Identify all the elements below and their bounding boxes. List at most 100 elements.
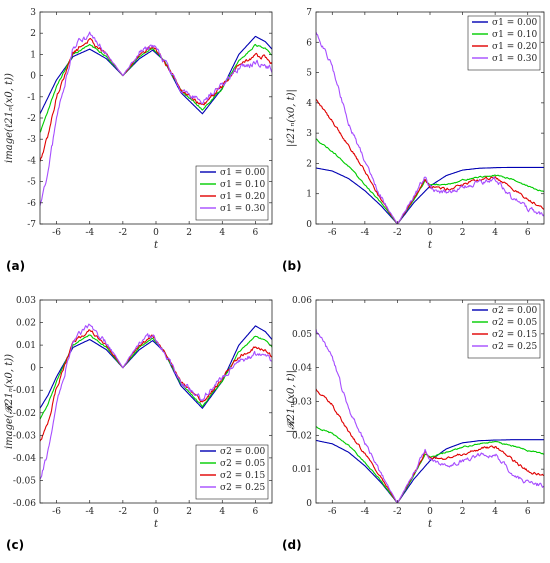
legend-entry: σ1 = 0.10 <box>492 30 537 40</box>
y-tick-label: 1 <box>30 50 36 60</box>
y-tick-label: 0.01 <box>292 465 312 475</box>
y-tick-label: 5 <box>306 69 312 79</box>
series-line-4 <box>40 31 272 206</box>
y-tick-label: 0 <box>30 72 36 82</box>
x-tick-label: -2 <box>393 228 402 238</box>
x-tick-label: 0 <box>153 507 159 517</box>
y-tick-label: 0.05 <box>292 330 312 340</box>
panel-label: (b) <box>282 259 302 273</box>
x-axis-label: t <box>154 519 159 530</box>
y-tick-label: 4 <box>306 99 312 109</box>
panel-a: -6 -4 -2 0 2 4 6 -7 -6 -5 -4 -3 -2 -1 0 1 2 3 t image(ℓ21ₙ(… <box>4 8 273 273</box>
series-line-1 <box>40 35 272 115</box>
legend-entry: σ1 = 0.00 <box>220 168 265 178</box>
legend-entry: σ2 = 0.15 <box>220 471 265 481</box>
panel-label: (d) <box>282 538 302 552</box>
legend-entry: σ2 = 0.15 <box>492 330 537 340</box>
y-tick-label: -0.01 <box>13 386 36 396</box>
y-tick-label: -6 <box>27 199 36 209</box>
legend-entry: σ2 = 0.05 <box>220 459 265 469</box>
x-tick-label: 2 <box>186 507 192 517</box>
y-tick-label: -2 <box>27 114 36 124</box>
y-tick-label: 0.02 <box>16 319 36 329</box>
x-tick-label: -6 <box>52 507 61 517</box>
legend-box <box>467 303 541 359</box>
y-tick-label: -0.05 <box>13 476 36 486</box>
x-tick-label: -2 <box>118 228 127 238</box>
x-tick-label: -4 <box>85 228 94 238</box>
x-tick-label: 4 <box>219 507 225 517</box>
x-axis-label: t <box>428 519 433 530</box>
legend-entry: σ2 = 0.25 <box>220 483 265 493</box>
y-tick-label: 0.03 <box>292 398 312 408</box>
legend-entry: σ2 = 0.25 <box>492 342 537 352</box>
y-tick-label: 3 <box>306 129 312 139</box>
x-tick-label: 0 <box>427 507 433 517</box>
legend: σ2 = 0.00 σ2 = 0.05 σ2 = 0.15 σ2 = 0.25 <box>195 444 269 500</box>
panel-c: -6 -4 -2 0 2 4 6 -0.06 -0.05 -0.04 -0.03 -0.02 -0.01… <box>4 296 273 552</box>
legend-entry: σ1 = 0.30 <box>220 204 265 214</box>
legend-box <box>467 15 541 71</box>
y-tick-label: -4 <box>27 156 36 166</box>
x-tick-label: 4 <box>492 507 498 517</box>
x-tick-label: 6 <box>253 228 259 238</box>
y-tick-label: -0.04 <box>13 454 36 464</box>
y-tick-label: 3 <box>30 8 36 18</box>
y-tick-label: 0.01 <box>16 341 36 351</box>
series-group <box>316 31 544 224</box>
series-group <box>40 323 272 480</box>
x-tick-label: -4 <box>85 507 94 517</box>
x-axis-label: t <box>428 240 433 251</box>
y-tick-label: 7 <box>306 8 312 18</box>
series-line-3 <box>316 98 544 224</box>
series-line-2 <box>316 138 544 224</box>
panel-b: -6 -4 -2 0 2 4 6 0 1 2 3 4 5 6 7 t |ℓ21ₙ(x0, t)| σ1 = 0.0… <box>282 8 545 273</box>
legend: σ2 = 0.00 σ2 = 0.05 σ2 = 0.15 σ2 = 0.25 <box>467 303 541 359</box>
y-tick-label: -0.02 <box>13 409 36 419</box>
x-tick-label: -4 <box>360 507 369 517</box>
y-tick-label: -3 <box>27 135 36 145</box>
legend: σ1 = 0.00 σ1 = 0.10 σ1 = 0.20 σ1 = 0.30 <box>195 165 269 221</box>
x-tick-label: -6 <box>328 228 337 238</box>
series-group <box>316 328 544 503</box>
legend-entry: σ2 = 0.00 <box>220 447 265 457</box>
y-axis-label: |ℓ21ₙ(x0, t)| <box>286 89 297 147</box>
x-tick-label: 6 <box>253 507 259 517</box>
series-line-2 <box>316 426 544 503</box>
y-axis-label: image(𝓡21ₙ(x0, t)) <box>4 354 15 449</box>
y-tick-label: 1 <box>306 190 312 200</box>
x-tick-label: 0 <box>427 228 433 238</box>
y-tick-label: -7 <box>27 220 36 230</box>
legend-box <box>195 444 269 500</box>
y-tick-label: 2 <box>306 159 312 169</box>
y-tick-label: 0 <box>306 220 312 230</box>
series-group <box>40 31 272 206</box>
x-tick-label: 2 <box>460 507 466 517</box>
legend-box <box>195 165 269 221</box>
legend-entry: σ1 = 0.30 <box>492 54 537 64</box>
series-line-3 <box>316 388 544 503</box>
y-tick-label: 0.04 <box>292 364 312 374</box>
x-tick-label: 2 <box>186 228 192 238</box>
legend-entry: σ1 = 0.20 <box>492 42 537 52</box>
x-tick-label: -6 <box>328 507 337 517</box>
series-line-1 <box>40 325 272 409</box>
y-tick-label: 6 <box>306 38 312 48</box>
x-tick-label: 6 <box>525 228 531 238</box>
y-tick-label: 2 <box>30 29 36 39</box>
panel-label: (c) <box>6 538 24 552</box>
legend-entry: σ1 = 0.10 <box>220 180 265 190</box>
series-line-4 <box>40 323 272 480</box>
y-tick-label: -0.03 <box>13 431 36 441</box>
x-tick-label: 0 <box>153 228 159 238</box>
legend-entry: σ2 = 0.05 <box>492 318 537 328</box>
y-axis-label: |𝓡21ₙ(x0, t)| <box>286 370 297 433</box>
x-tick-label: -6 <box>52 228 61 238</box>
panel-label: (a) <box>6 259 25 273</box>
legend-entry: σ1 = 0.20 <box>220 192 265 202</box>
series-line-2 <box>40 43 272 133</box>
x-tick-label: 4 <box>492 228 498 238</box>
x-tick-label: 4 <box>219 228 225 238</box>
